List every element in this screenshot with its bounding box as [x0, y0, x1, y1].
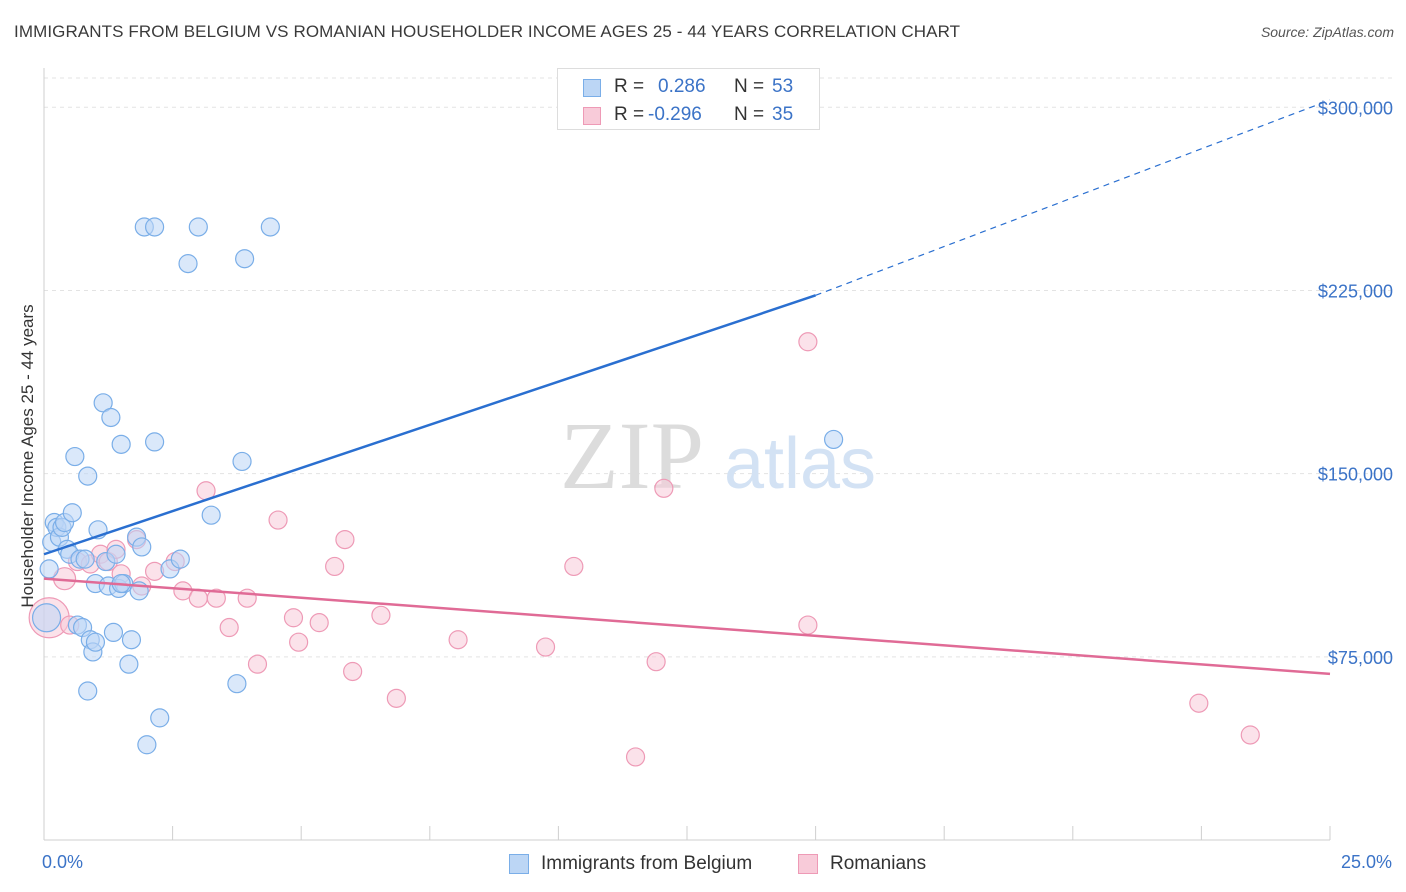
romanians-points — [28, 332, 1260, 767]
romanians-point — [343, 661, 363, 682]
belgium-point — [62, 503, 82, 523]
bottom-legend-swatch-belgium — [509, 854, 529, 874]
legend-swatch-belgium — [583, 79, 601, 97]
belgium-point — [235, 249, 255, 269]
belgium-point — [188, 217, 208, 237]
legend-n-value: 53 — [772, 76, 794, 97]
legend-r-label: R = — [614, 104, 645, 125]
belgium-point — [78, 681, 98, 701]
belgium-point — [178, 254, 198, 274]
romanians-point — [283, 608, 304, 628]
belgium-points — [31, 217, 844, 755]
romanians-point — [173, 581, 193, 601]
belgium-point — [31, 603, 62, 633]
belgium-point — [170, 549, 190, 569]
belgium-trend-extension — [815, 99, 1331, 296]
trend-lines — [43, 99, 1331, 676]
bottom-legend-swatch-romanians — [798, 854, 818, 874]
x-tick-max: 25.0% — [1340, 852, 1392, 872]
y-tick-label: $225,000 — [1318, 281, 1393, 301]
y-tick-label: $75,000 — [1328, 648, 1393, 668]
romanians-point — [188, 588, 208, 608]
belgium-point — [106, 544, 126, 564]
x-tick-min: 0.0% — [42, 852, 84, 872]
legend-n-label: N = — [734, 76, 765, 97]
romanians-point — [268, 510, 288, 530]
belgium-point — [119, 654, 139, 674]
belgium-point — [232, 451, 252, 472]
bottom-legend-label-belgium: Immigrants from Belgium — [541, 853, 753, 874]
romanians-point — [206, 588, 226, 608]
legend-n-value: 35 — [772, 104, 794, 125]
romanians-point — [219, 617, 239, 638]
belgium-point — [65, 446, 85, 467]
romanians-point — [247, 654, 268, 674]
romanians-point — [1189, 693, 1209, 713]
belgium-point — [201, 505, 221, 525]
y-tick-label: $150,000 — [1318, 465, 1393, 485]
romanians-point — [309, 613, 329, 633]
romanians-point — [325, 556, 345, 577]
romanians-point — [654, 478, 674, 498]
belgium-point — [260, 217, 280, 237]
romanians-point — [646, 652, 666, 672]
bottom-legend-label-romanians: Romanians — [830, 853, 927, 874]
grid-lines — [44, 77, 1392, 658]
axes — [43, 68, 1331, 841]
legend-r-label: R = — [614, 76, 645, 97]
belgium-point — [137, 735, 157, 755]
y-tick-label: $300,000 — [1318, 98, 1393, 118]
y-tick-labels: $75,000 $150,000 $225,000 $300,000 — [1318, 98, 1393, 668]
belgium-point — [121, 630, 142, 650]
watermark-zip: ZIP — [560, 402, 704, 509]
romanians-point — [386, 688, 406, 708]
romanians-point — [448, 630, 468, 650]
source-label: Source: ZipAtlas.com — [1260, 24, 1394, 40]
belgium-point — [150, 708, 170, 728]
belgium-trend-line — [43, 294, 816, 556]
belgium-point — [132, 537, 152, 557]
correlation-legend: R = 0.286 N = 53 R = -0.296 N = 35 — [557, 68, 820, 130]
belgium-point — [111, 434, 131, 454]
belgium-point — [227, 674, 247, 694]
legend-r-value: -0.296 — [648, 104, 702, 125]
romanians-point — [535, 637, 556, 657]
romanians-point — [1240, 725, 1260, 745]
watermark: ZIP atlas — [560, 402, 876, 509]
belgium-point — [75, 549, 95, 569]
romanians-point — [371, 605, 391, 625]
romanians-point — [564, 556, 584, 577]
belgium-point — [78, 466, 98, 486]
romanians-point — [335, 529, 355, 550]
belgium-point — [144, 432, 165, 452]
romanians-point — [237, 588, 257, 608]
romanians-point — [798, 615, 818, 635]
legend-swatch-romanians — [583, 107, 601, 125]
belgium-point — [101, 407, 121, 428]
romanians-point — [798, 332, 818, 352]
legend-r-value: 0.286 — [658, 76, 706, 97]
belgium-point — [39, 559, 59, 579]
romanians-trend-line — [43, 577, 1331, 676]
watermark-atlas: atlas — [724, 424, 876, 504]
romanians-point — [289, 632, 309, 652]
legend-n-label: N = — [734, 104, 765, 125]
chart-title: IMMIGRANTS FROM BELGIUM VS ROMANIAN HOUS… — [14, 22, 961, 41]
y-axis-label: Householder Income Ages 25 - 44 years — [18, 304, 37, 608]
romanians-point — [625, 747, 646, 767]
belgium-point — [144, 217, 165, 237]
belgium-point — [85, 632, 106, 652]
belgium-point — [824, 429, 844, 450]
belgium-point — [103, 622, 124, 643]
